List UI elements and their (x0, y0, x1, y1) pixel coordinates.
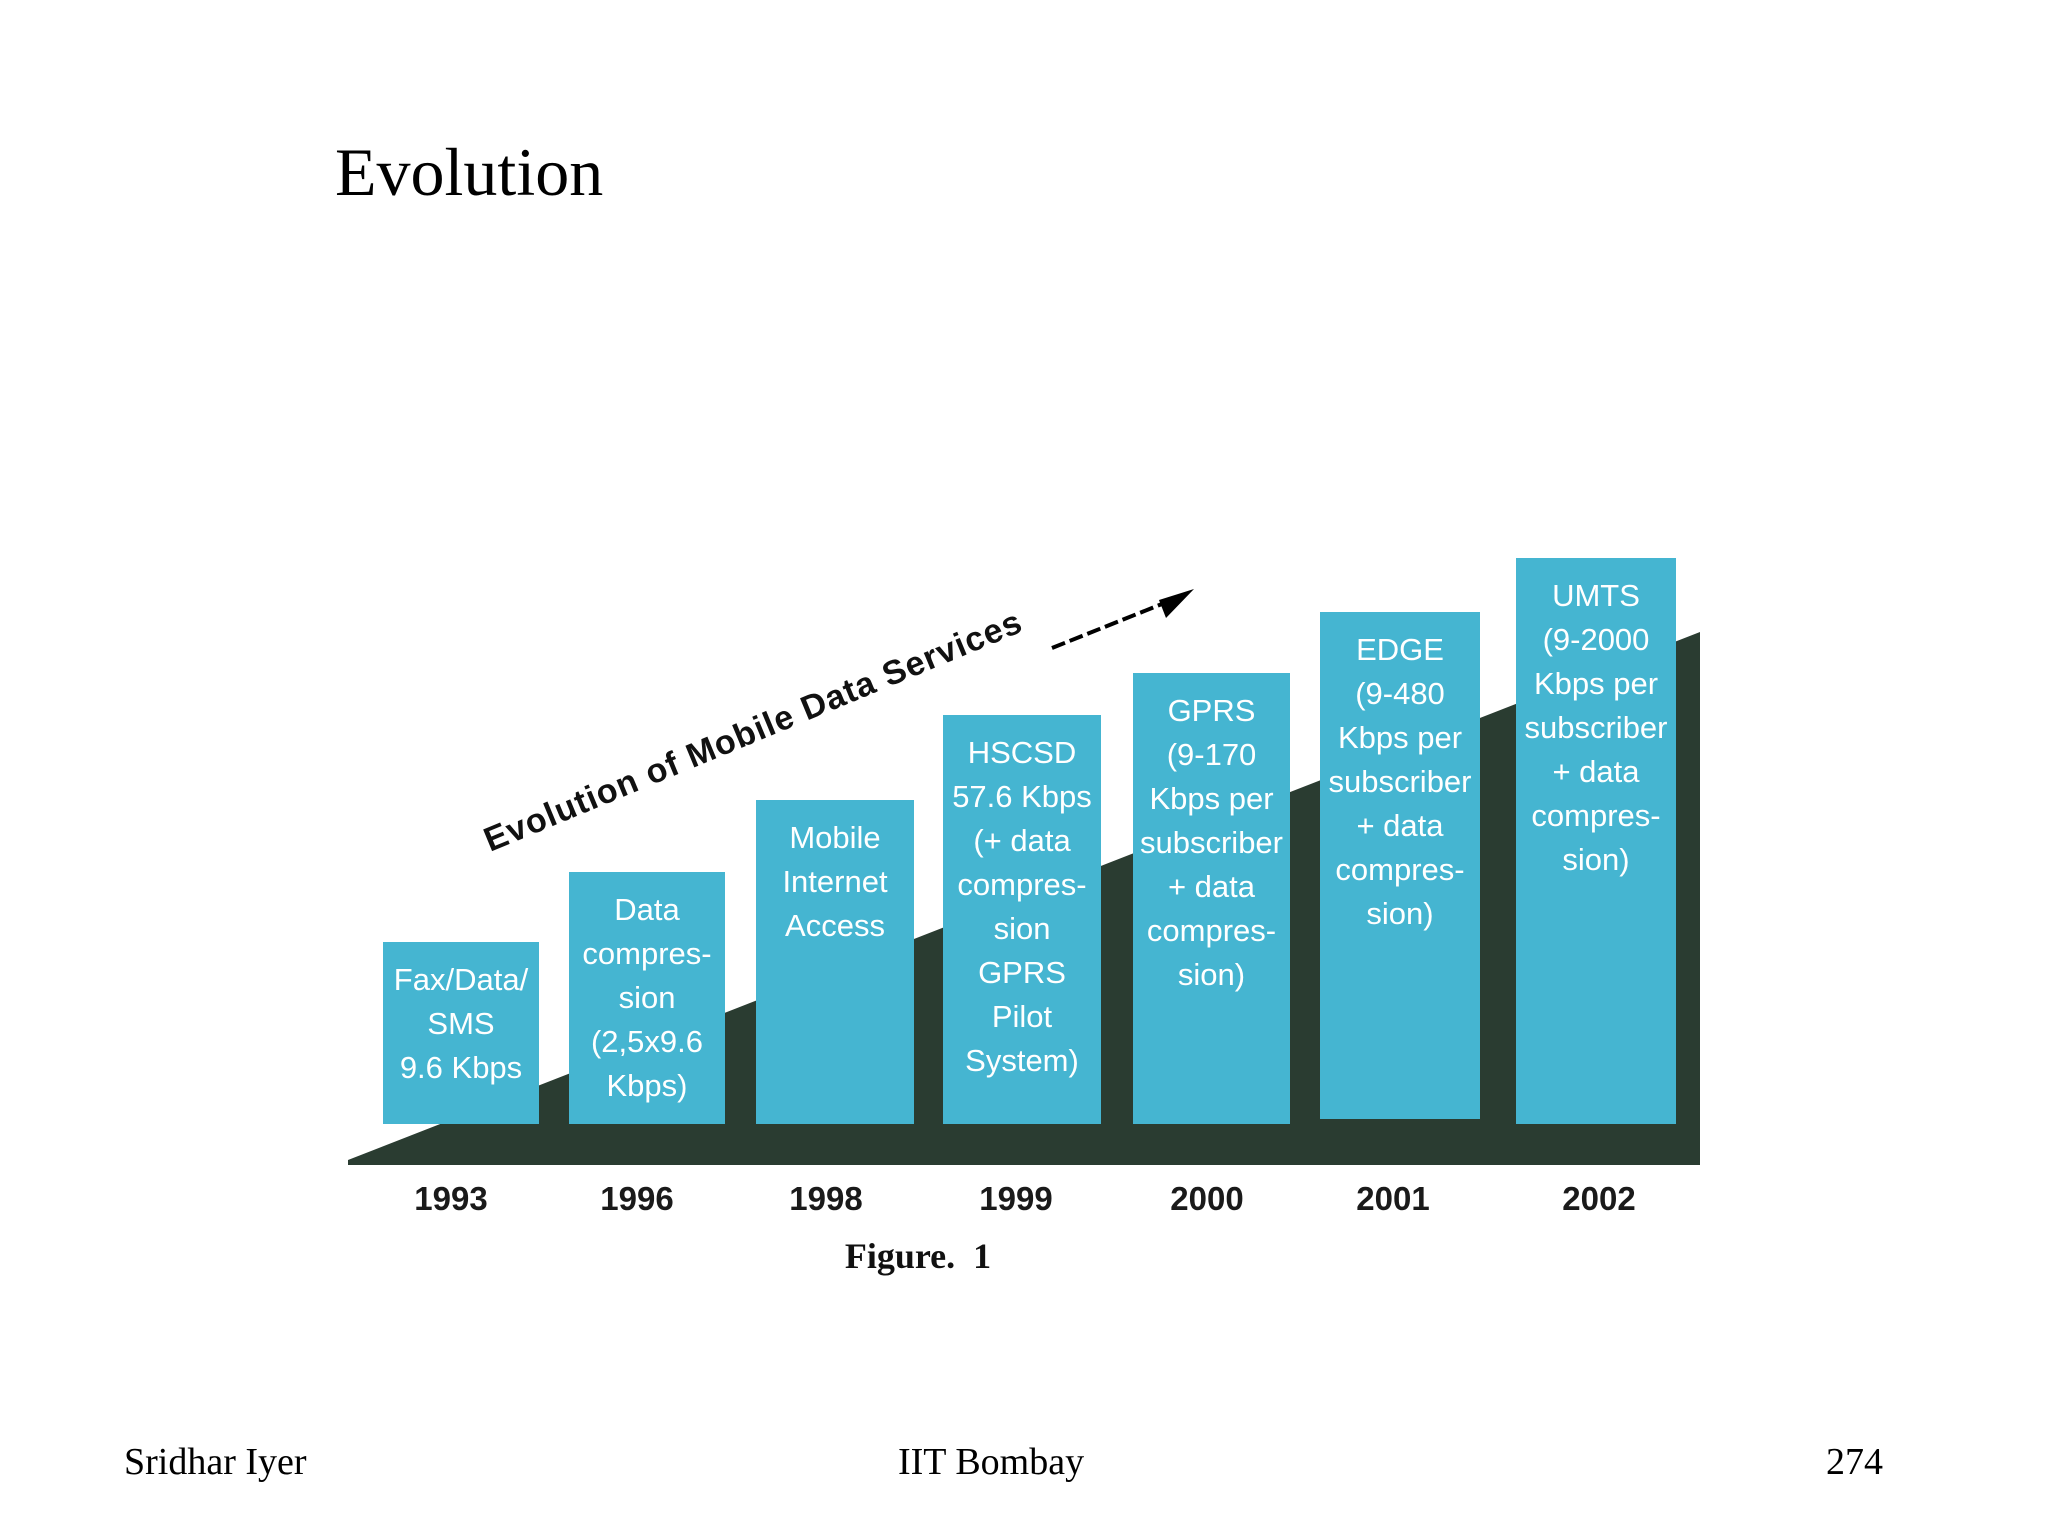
bar-label-line: SMS (427, 1006, 494, 1041)
bar-label-line: EDGE (1356, 632, 1444, 667)
figure-caption: Figure. 1 (845, 1236, 991, 1276)
bar-label-line: 57.6 Kbps (952, 779, 1092, 814)
bar-label-line: + data (1356, 808, 1444, 843)
bar-label-line: sion) (1366, 896, 1433, 931)
bar-label-line: (2,5x9.6 (591, 1024, 703, 1059)
year-label-2001: 2001 (1356, 1180, 1429, 1217)
bar-1999: HSCSD 57.6 Kbps (+ data compres-sion GPRS Pil… (943, 715, 1101, 1124)
bar-rect (1133, 673, 1290, 1124)
bar-label-line: compres- (1335, 852, 1464, 887)
bar-label-line: subscriber (1140, 825, 1283, 860)
year-label-1996: 1996 (600, 1180, 673, 1217)
bar-label-line: Access (785, 908, 885, 943)
bar-label-line: sion) (1562, 842, 1629, 877)
trend-arrow (1051, 589, 1194, 650)
bar-label-line: GPRS (1168, 693, 1256, 728)
bar-label-line: compres- (957, 867, 1086, 902)
bar-label-line: Kbps per (1149, 781, 1273, 816)
bars: Fax/Data/SMS 9.6 Kbps Data compres-sion (2,5… (383, 558, 1676, 1124)
bar-label-line: Fax/Data/ (394, 962, 529, 997)
bar-label-line: 9.6 Kbps (400, 1050, 522, 1085)
bar-rect (943, 715, 1101, 1124)
bar-rect (569, 872, 725, 1124)
bar-label-line: UMTS (1552, 578, 1640, 613)
bar-label-line: subscriber (1525, 710, 1668, 745)
bar-rect (756, 800, 914, 1124)
bar-label-line: (+ data (973, 823, 1071, 858)
bar-1993: Fax/Data/SMS 9.6 Kbps (383, 942, 539, 1124)
footer-institution: IIT Bombay (898, 1441, 1085, 1483)
bar-label-line: Pilot (992, 999, 1053, 1034)
slide-title: Evolution (335, 134, 604, 210)
bar-1998: Mobile Internet Access (756, 800, 914, 1124)
bar-label-line: Kbps per (1338, 720, 1462, 755)
bar-label-line: compres- (1531, 798, 1660, 833)
bar-label-line: subscriber (1329, 764, 1472, 799)
bar-rect (1320, 612, 1480, 1119)
bar-label-line: (9-480 (1355, 676, 1445, 711)
year-label-1998: 1998 (789, 1180, 862, 1217)
bar-2002: UMTS (9-2000 Kbps per subscriber + data compr… (1516, 558, 1676, 1124)
bar-label-line: Data (614, 892, 680, 927)
trend-arrow-shaft (1051, 598, 1173, 650)
bar-label-line: GPRS (978, 955, 1066, 990)
bar-1996: Data compres-sion (2,5x9.6 Kbps) (569, 872, 725, 1124)
bar-label-line: Mobile (789, 820, 880, 855)
year-label-1993: 1993 (414, 1180, 487, 1217)
bar-label-line: Internet (782, 864, 888, 899)
footer-page-number: 274 (1826, 1441, 1883, 1483)
bar-label-line: Kbps) (607, 1068, 688, 1103)
bar-label-line: (9-2000 (1543, 622, 1650, 657)
year-label-2000: 2000 (1170, 1180, 1243, 1217)
bar-2001: EDGE (9-480 Kbps per subscriber + data compre… (1320, 612, 1480, 1119)
bar-label-line: compres- (582, 936, 711, 971)
bar-label-line: sion (994, 911, 1051, 946)
bar-rect (1516, 558, 1676, 1124)
bar-rect (383, 942, 539, 1124)
bar-label-line: Kbps per (1534, 666, 1658, 701)
bar-label-line: (9-170 (1167, 737, 1257, 772)
trend-arrow-head (1159, 589, 1194, 618)
bar-label-line: + data (1552, 754, 1640, 789)
bar-label-line: compres- (1147, 913, 1276, 948)
year-label-2002: 2002 (1562, 1180, 1635, 1217)
bar-label-line: sion (619, 980, 676, 1015)
year-labels: 1993 1996 1998 1999 2000 2001 2002 (414, 1180, 1635, 1217)
bar-2000: GPRS (9-170 Kbps per subscriber + data compre… (1133, 673, 1290, 1124)
footer-author: Sridhar Iyer (124, 1441, 307, 1483)
bar-label-line: + data (1168, 869, 1256, 904)
bar-label-line: HSCSD (968, 735, 1077, 770)
year-label-1999: 1999 (979, 1180, 1052, 1217)
bar-label-line: System) (965, 1043, 1079, 1078)
bar-label-line: sion) (1178, 957, 1245, 992)
